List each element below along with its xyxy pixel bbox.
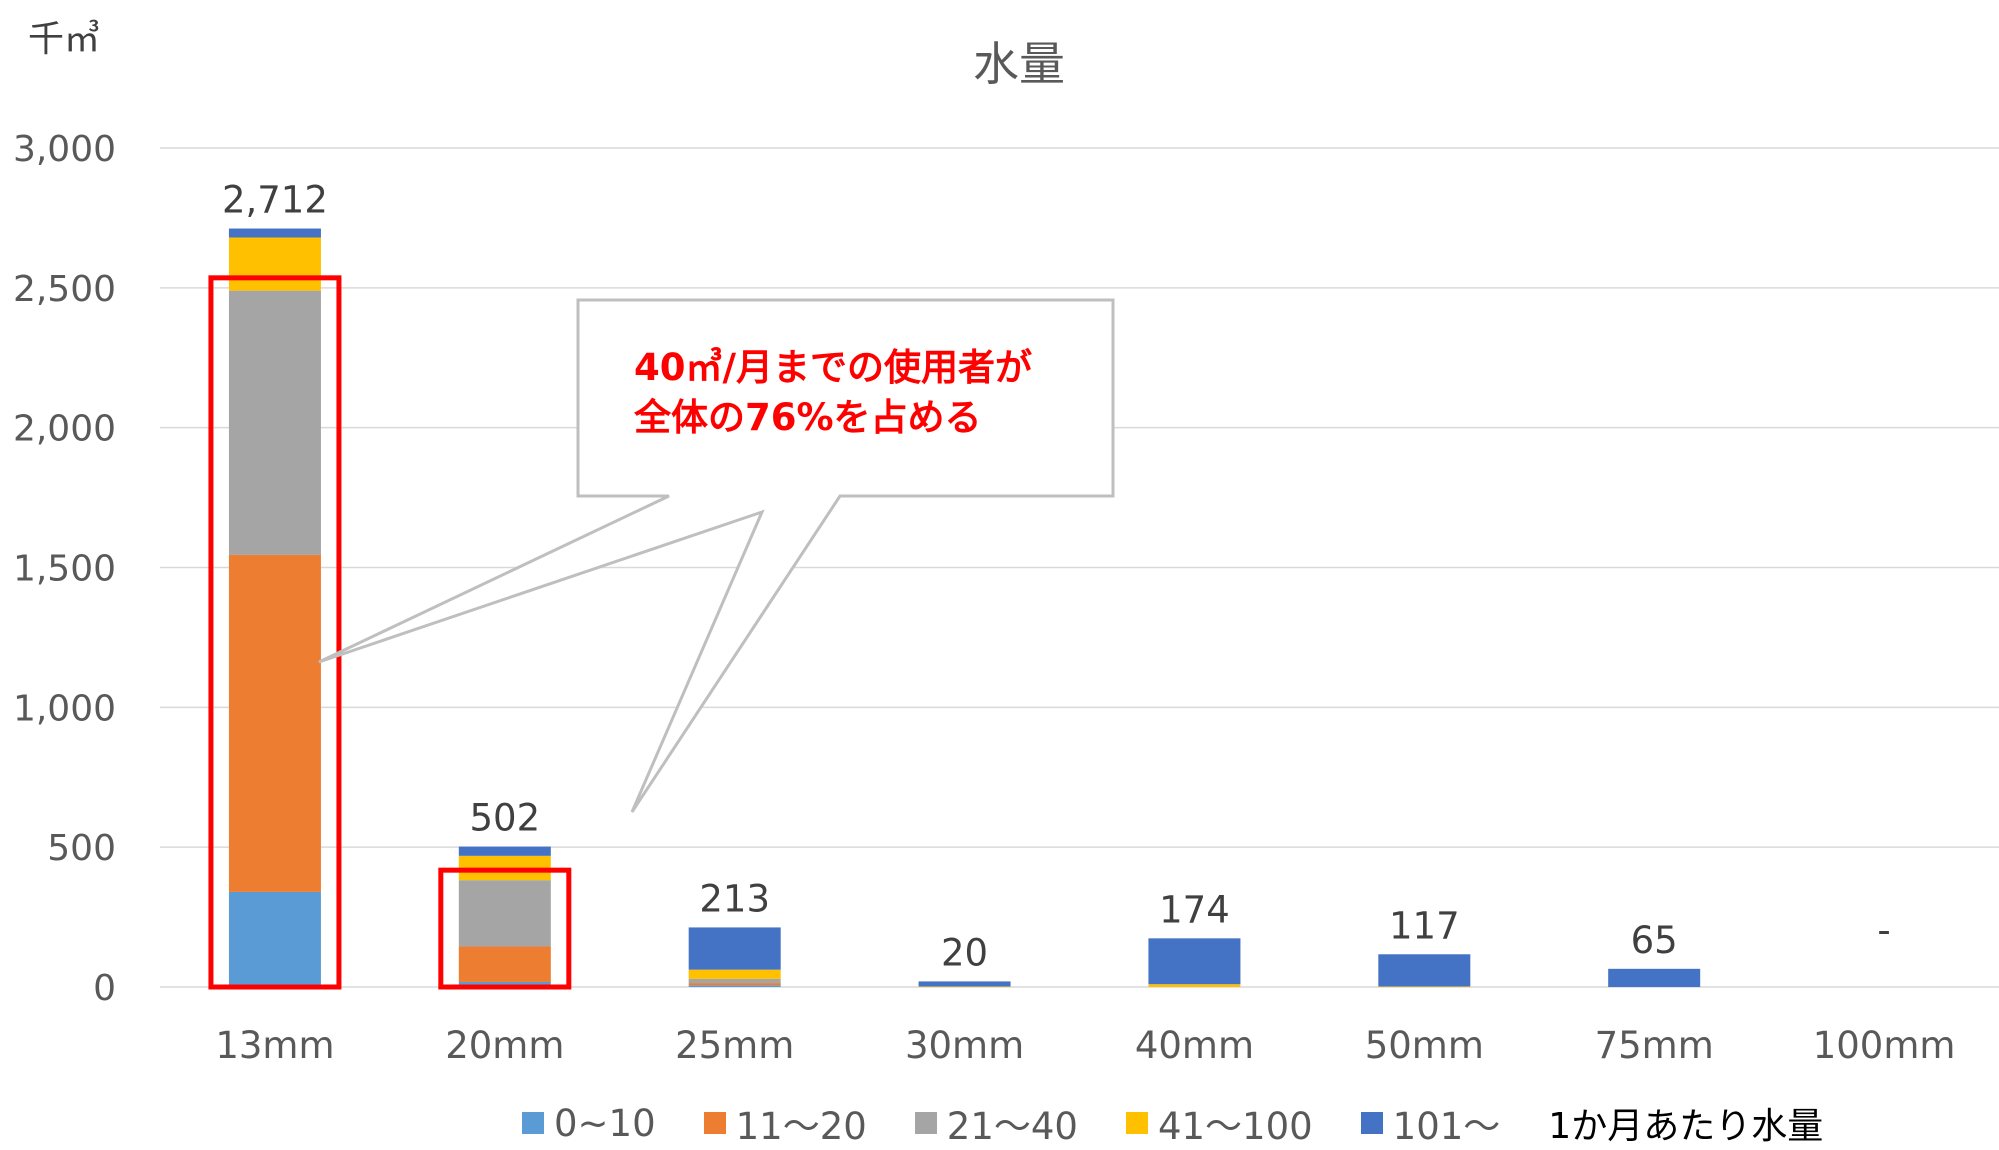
bar-segment: [228, 290, 321, 555]
legend: 0~10 11〜20 21〜40 41〜100 101〜 1か月あたり水量: [522, 1098, 1871, 1148]
total-label: 65: [1631, 919, 1678, 962]
callout-line-1: 40㎥/月までの使用者が: [634, 346, 1033, 389]
bar-segment: [228, 228, 321, 238]
y-tick-label: 0: [93, 968, 116, 1009]
bar-segment: [1148, 938, 1241, 985]
callout-balloon: [318, 298, 1115, 813]
total-label: 2,712: [222, 179, 328, 222]
total-labels: 2,712 502 213 20 174 117 65 -: [222, 179, 1891, 975]
highlight-box: [208, 275, 342, 990]
legend-item-101-plus: 101〜: [1360, 1096, 1501, 1150]
total-label: -: [1877, 909, 1890, 952]
y-tick-label: 500: [47, 828, 116, 869]
legend-label: 11〜20: [735, 1105, 867, 1148]
x-tick-label: 13mm: [215, 1024, 334, 1067]
legend-label: 101〜: [1392, 1105, 1501, 1148]
legend-swatch: [522, 1112, 544, 1134]
total-label: 117: [1389, 904, 1460, 947]
legend-item-0-10: 0~10: [522, 1102, 656, 1145]
bar-segment: [458, 880, 551, 947]
bar-segment: [1608, 968, 1701, 987]
x-tick-label: 30mm: [905, 1024, 1024, 1067]
bar-segment: [918, 981, 1011, 987]
total-label: 213: [699, 877, 770, 920]
legend-item-41-100: 41〜100: [1125, 1096, 1313, 1150]
bar-segment: [688, 969, 781, 979]
bar-segment: [1378, 986, 1471, 987]
bar-segment: [688, 983, 781, 986]
legend-swatch: [914, 1112, 937, 1134]
y-axis-unit-label: 千㎥: [28, 19, 101, 60]
y-tick-label: 1,000: [13, 688, 116, 729]
legend-label: 1か月あたり水量: [1548, 1106, 1824, 1147]
bar-segment: [228, 554, 321, 892]
x-tick-label: 50mm: [1365, 1024, 1484, 1067]
y-tick-label: 3,000: [13, 129, 116, 170]
legend-swatch: [1125, 1112, 1148, 1134]
bar-segment: [228, 891, 321, 987]
bar-segment: [688, 985, 781, 987]
bar-segment: [688, 978, 781, 984]
bar-segment: [458, 981, 551, 987]
total-label: 502: [470, 797, 541, 840]
callout-line-2: 全体の76%を占める: [634, 396, 982, 439]
legend-item-21-40: 21〜40: [914, 1096, 1078, 1150]
x-tick-label: 25mm: [675, 1024, 794, 1067]
legend-swatch: [1360, 1112, 1383, 1134]
bar-segment: [458, 846, 551, 856]
x-axis-tick-labels: 13mm 20mm 25mm 30mm 40mm 50mm 75mm 100mm: [215, 1024, 1955, 1067]
y-tick-label: 2,000: [13, 409, 116, 450]
legend-item-monthly-total: 1か月あたり水量: [1548, 1097, 1823, 1149]
bar-segment: [688, 927, 781, 970]
x-tick-label: 100mm: [1813, 1024, 1956, 1067]
y-tick-label: 1,500: [13, 549, 116, 590]
bar-segment: [918, 986, 1011, 987]
legend-swatch: [703, 1112, 726, 1134]
highlight-box: [438, 867, 572, 990]
callout-text: 40㎥/月までの使用者が 全体の76%を占める: [634, 343, 1032, 443]
highlight-boxes: [208, 275, 572, 990]
y-axis-tick-labels: 0 500 1,000 1,500 2,000 2,500 3,000: [13, 129, 116, 1009]
total-label: 20: [941, 931, 988, 974]
bars: [228, 228, 1701, 987]
bar-segment: [228, 237, 321, 291]
total-label: 174: [1159, 888, 1230, 931]
legend-label: 0~10: [554, 1101, 656, 1145]
x-tick-label: 20mm: [445, 1024, 564, 1067]
legend-label: 41〜100: [1157, 1105, 1313, 1148]
legend-item-11-20: 11〜20: [703, 1096, 867, 1150]
x-tick-label: 40mm: [1135, 1024, 1254, 1067]
chart-title: 水量: [973, 37, 1065, 91]
bar-segment: [458, 946, 551, 982]
callout: [318, 298, 1115, 813]
bar-segment: [1378, 954, 1471, 987]
bar-segment: [1148, 984, 1241, 987]
legend-label: 21〜40: [946, 1105, 1078, 1148]
gridlines: [160, 147, 1999, 988]
y-tick-label: 2,500: [13, 269, 116, 310]
x-tick-label: 75mm: [1595, 1024, 1714, 1067]
